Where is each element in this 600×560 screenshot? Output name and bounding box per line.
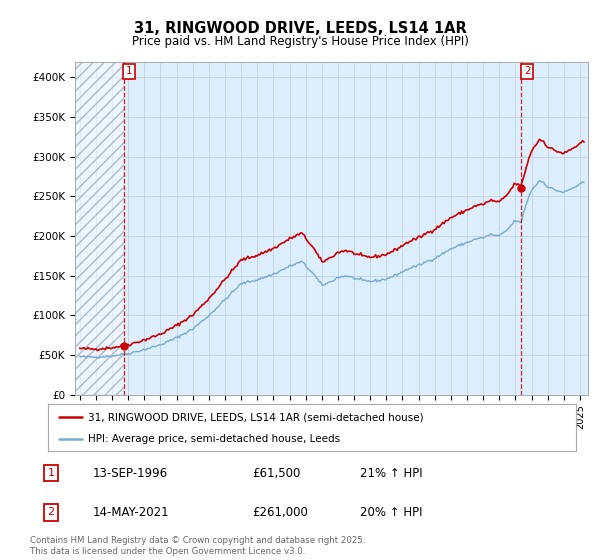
Text: £61,500: £61,500: [252, 466, 301, 480]
Text: Price paid vs. HM Land Registry's House Price Index (HPI): Price paid vs. HM Land Registry's House …: [131, 35, 469, 48]
Bar: [75, 62, 124, 395]
Text: 1: 1: [47, 468, 55, 478]
Text: 31, RINGWOOD DRIVE, LEEDS, LS14 1AR: 31, RINGWOOD DRIVE, LEEDS, LS14 1AR: [134, 21, 466, 36]
Text: £261,000: £261,000: [252, 506, 308, 519]
Text: 14-MAY-2021: 14-MAY-2021: [93, 506, 170, 519]
Text: 2: 2: [47, 507, 55, 517]
Text: HPI: Average price, semi-detached house, Leeds: HPI: Average price, semi-detached house,…: [88, 434, 340, 444]
Text: Contains HM Land Registry data © Crown copyright and database right 2025.
This d: Contains HM Land Registry data © Crown c…: [30, 536, 365, 556]
Text: 13-SEP-1996: 13-SEP-1996: [93, 466, 168, 480]
Text: 2: 2: [524, 66, 530, 76]
Text: 20% ↑ HPI: 20% ↑ HPI: [360, 506, 422, 519]
Text: 1: 1: [126, 66, 133, 76]
Text: 31, RINGWOOD DRIVE, LEEDS, LS14 1AR (semi-detached house): 31, RINGWOOD DRIVE, LEEDS, LS14 1AR (sem…: [88, 412, 423, 422]
Text: 21% ↑ HPI: 21% ↑ HPI: [360, 466, 422, 480]
Bar: [75, 62, 124, 395]
